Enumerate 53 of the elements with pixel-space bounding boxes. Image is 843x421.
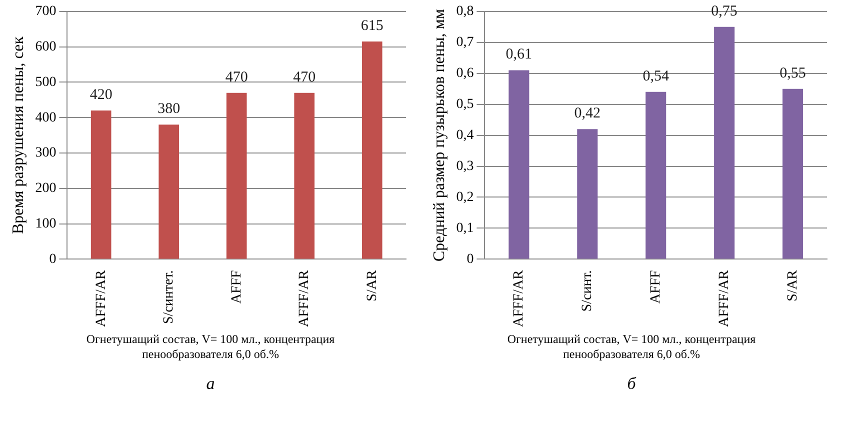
bar [362, 41, 382, 259]
bar [508, 70, 530, 259]
y-tick-label: 400 [35, 110, 56, 126]
y-tick-label: 200 [35, 181, 56, 196]
data-label: 0,55 [780, 65, 806, 82]
y-tick-label: 0,3 [456, 158, 474, 174]
y-tick-label: 500 [35, 74, 56, 90]
y-axis-title: Время разрушения пены, сек [10, 36, 27, 234]
bar [90, 110, 112, 259]
data-label: 380 [158, 101, 180, 118]
text: б [626, 374, 638, 394]
x-tick-label: AFFF [648, 270, 664, 304]
y-tick-label: 0,6 [456, 66, 474, 82]
x-tick-label: S/AR [364, 270, 380, 302]
text: а [205, 374, 216, 394]
x-tick-label: AFFF/AR [297, 270, 312, 328]
data-label: 0,75 [711, 3, 738, 20]
x-tick-label: AFFF/AR [716, 270, 732, 328]
y-tick-label: 0,8 [456, 4, 474, 20]
data-label: 470 [293, 69, 316, 86]
data-label: 615 [360, 18, 384, 34]
data-label: 0,54 [642, 68, 670, 84]
x-axis-title: Огнетушащий состав, V= 100 мл., концентрация пенообразователя 6,0 об.% [85, 332, 336, 362]
x-tick-label: AFFF/AR [94, 270, 109, 328]
bar [294, 92, 315, 259]
y-tick-label: 0,5 [456, 96, 474, 112]
x-tick-label: S/AR [785, 270, 800, 302]
y-tick-label: 0,7 [456, 35, 474, 50]
bar [158, 124, 180, 259]
x-axis-title: Огнетушащий состав, V= 100 мл., концентрация пенообразователя 6,0 об.% [506, 332, 757, 362]
bar [782, 88, 804, 259]
x-tick-label: AFFF/AR [512, 270, 527, 328]
data-label: 0,61 [506, 46, 532, 63]
y-tick-label: 0,4 [456, 128, 474, 143]
data-label: 470 [225, 69, 248, 86]
y-tick-label: 0 [49, 252, 56, 267]
bar [646, 92, 666, 259]
x-tick-label: S/синт. [580, 270, 596, 312]
data-label: 0,42 [574, 106, 601, 122]
x-tick-label: AFFF [229, 270, 244, 304]
y-tick-label: 300 [35, 146, 56, 161]
y-tick-label: 0,2 [456, 190, 474, 205]
y-tick-label: 700 [35, 4, 56, 20]
y-tick-label: 600 [35, 39, 56, 54]
bar [577, 129, 598, 259]
bar [226, 92, 247, 259]
y-tick-label: 0 [466, 252, 474, 267]
x-tick-label: S/синтет. [162, 270, 177, 324]
y-axis-title: Средний размер пузырьков пены, мм [430, 9, 448, 262]
bar [714, 26, 735, 259]
y-tick-label: 0,1 [456, 220, 474, 236]
data-label: 420 [90, 86, 112, 103]
y-tick-label: 100 [35, 216, 56, 232]
